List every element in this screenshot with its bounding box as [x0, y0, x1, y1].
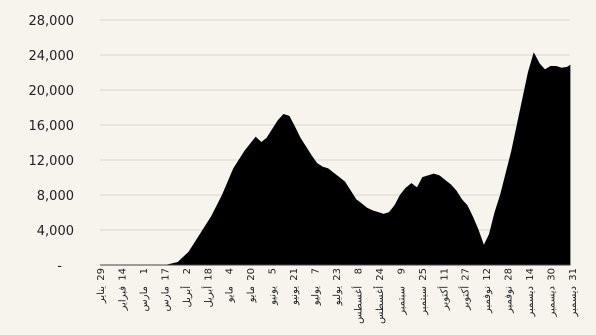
x-tick-month: أكتوبر — [437, 286, 450, 311]
x-tick-month: مارس — [139, 286, 150, 311]
area-series — [100, 52, 571, 266]
y-tick-label: 24,000 — [29, 49, 75, 64]
x-tick-day: 9 — [396, 268, 407, 274]
x-tick-month: مارس — [160, 286, 171, 311]
x-tick-month: سبتمبر — [396, 286, 407, 316]
x-tick-day: 12 — [482, 268, 493, 281]
y-tick-label: 8,000 — [37, 189, 74, 204]
x-tick-month: نوفمبر — [482, 286, 493, 314]
x-tick-day: 29 — [96, 268, 107, 281]
y-tick-label: - — [57, 259, 62, 274]
y-tick-labels: - 4,000 8,000 12,000 16,000 20,000 24,000 28,00… — [29, 14, 75, 274]
x-tick-month: مايو — [225, 286, 236, 303]
x-tick-label: 20 مايو — [246, 268, 257, 303]
x-tick-month: يناير — [96, 286, 107, 304]
x-tick-month: ديسمبر — [568, 286, 579, 317]
x-tick-month: أبريل — [180, 286, 193, 308]
x-tick-label: 31 ديسمبر — [568, 268, 579, 317]
x-tick-month: أكتوبر — [459, 286, 472, 311]
series-area — [100, 52, 571, 266]
x-tick-label: 1 مارس — [139, 268, 150, 311]
y-tick-label: 4,000 — [37, 224, 74, 239]
gridlines — [100, 19, 570, 231]
x-tick-day: 14 — [118, 268, 129, 281]
x-tick-label: 14 ديسمبر — [525, 268, 536, 317]
x-tick-label: 28 نوفمبر — [504, 268, 515, 314]
x-tick-day: 17 — [160, 268, 171, 281]
x-tick-day: 23 — [332, 268, 343, 281]
x-tick-month: مايو — [246, 286, 257, 303]
x-tick-label: 25 سبتمبر — [418, 268, 429, 316]
x-tick-label: 9 سبتمبر — [396, 268, 407, 316]
x-tick-month: أبريل — [201, 286, 214, 308]
x-tick-label: 12 نوفمبر — [482, 268, 493, 314]
x-tick-label: 21 يونيو — [289, 268, 300, 306]
x-tick-day: 7 — [311, 268, 322, 274]
x-tick-label: 27 أكتوبر — [459, 268, 472, 311]
x-tick-month: ديسمبر — [525, 286, 536, 317]
x-tick-day: 20 — [246, 268, 257, 281]
y-tick-label: 12,000 — [29, 154, 75, 169]
x-tick-day: 8 — [354, 268, 365, 274]
y-tick-label: 16,000 — [29, 119, 75, 134]
x-tick-month: يوليو — [332, 286, 343, 306]
x-tick-day: 24 — [375, 268, 386, 281]
x-tick-month: أغسطس — [373, 286, 386, 324]
x-tick-month: ديسمبر — [547, 286, 558, 317]
x-tick-labels: 29 يناير 14 فبراير 1 مارس 17 مارس 2 أبريل 18 أبريل 4… — [96, 268, 579, 324]
y-tick-label: 28,000 — [29, 14, 75, 29]
x-tick-month: أغسطس — [352, 286, 365, 324]
x-tick-day: 25 — [418, 268, 429, 281]
x-tick-label: 17 مارس — [160, 268, 171, 311]
x-tick-label: 18 أبريل — [201, 268, 214, 307]
x-tick-month: يوليو — [311, 286, 322, 306]
x-tick-day: 27 — [461, 268, 472, 281]
y-tick-label: 20,000 — [29, 84, 75, 99]
x-tick-day: 21 — [289, 268, 300, 281]
x-tick-label: 2 أبريل — [180, 268, 193, 307]
x-tick-month: فبراير — [118, 286, 129, 312]
x-tick-day: 14 — [525, 268, 536, 281]
x-tick-label: 30 ديسمبر — [547, 268, 558, 317]
x-tick-label: 29 يناير — [96, 268, 107, 304]
x-tick-day: 2 — [182, 268, 193, 274]
x-tick-label: 8 أغسطس — [352, 268, 365, 324]
x-tick-label: 4 مايو — [225, 268, 236, 303]
x-tick-day: 11 — [439, 268, 450, 281]
x-tick-day: 18 — [203, 268, 214, 281]
x-tick-month: يونيو — [289, 286, 300, 306]
x-tick-day: 30 — [547, 268, 558, 281]
x-tick-label: 23 يوليو — [332, 268, 343, 306]
x-tick-label: 11 أكتوبر — [437, 268, 450, 311]
x-tick-label: 5 يونيو — [268, 268, 279, 306]
x-tick-label: 7 يوليو — [311, 268, 322, 306]
x-tick-label: 24 أغسطس — [373, 268, 386, 324]
x-tick-label: 14 فبراير — [118, 268, 129, 311]
x-tick-day: 31 — [568, 268, 579, 281]
x-tick-day: 4 — [225, 268, 236, 274]
x-tick-month: سبتمبر — [418, 286, 429, 316]
x-tick-day: 28 — [504, 268, 515, 281]
x-tick-day: 1 — [139, 268, 150, 274]
x-tick-month: يونيو — [268, 286, 279, 306]
x-tick-day: 5 — [268, 268, 279, 274]
x-tick-month: نوفمبر — [504, 286, 515, 314]
